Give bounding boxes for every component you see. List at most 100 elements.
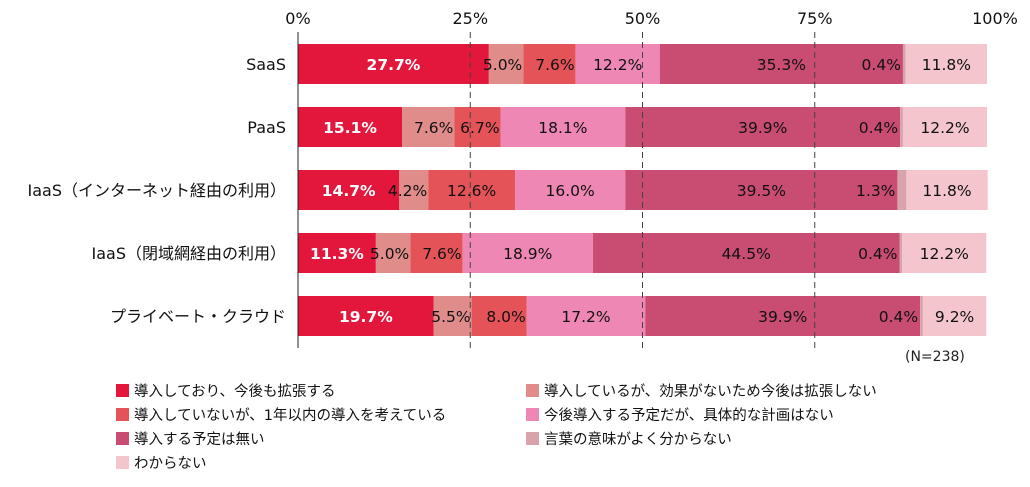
bar-segment xyxy=(902,233,987,273)
legend-item: わからない xyxy=(116,452,207,472)
data-label: 5.0% xyxy=(370,245,409,263)
legend-swatch xyxy=(116,431,129,445)
legend-item: 導入しており、今後も拡張する xyxy=(116,380,336,400)
legend-label: 導入していないが、1年以内の導入を考えている xyxy=(134,407,447,424)
legend-item: 導入しているが、効果がないため今後は拡張しない xyxy=(526,380,877,400)
bar-segment xyxy=(298,170,400,210)
bar-segment xyxy=(659,44,903,84)
bar-segment xyxy=(900,107,903,147)
data-label: 27.7% xyxy=(367,56,421,74)
data-label: 39.9% xyxy=(758,308,807,326)
sample-size-note: (N=238) xyxy=(905,349,965,365)
bar-segment xyxy=(905,44,987,84)
category-label: IaaS（閉域網経由の利用） xyxy=(92,244,287,263)
data-label: 12.2% xyxy=(920,119,969,137)
data-label: 7.6% xyxy=(422,245,461,263)
bar-segment xyxy=(922,296,987,336)
legend-swatch xyxy=(116,383,129,397)
data-label: 0.4% xyxy=(862,56,901,74)
data-label: 15.1% xyxy=(323,119,377,137)
data-label: 16.0% xyxy=(546,182,595,200)
x-tick-label: 50% xyxy=(625,9,661,28)
bar-segment xyxy=(526,296,646,336)
data-label: 5.5% xyxy=(431,308,470,326)
bar-segment xyxy=(906,170,988,210)
bar-segment xyxy=(433,296,472,336)
bar-segment xyxy=(575,44,660,84)
data-label: 12.2% xyxy=(920,245,969,263)
legend-swatch xyxy=(526,431,539,445)
category-label: PaaS xyxy=(247,118,286,137)
bar-segment xyxy=(402,107,455,147)
data-label: 4.2% xyxy=(388,182,427,200)
data-label: 39.5% xyxy=(737,182,786,200)
bar-segment xyxy=(515,170,626,210)
data-label: 19.7% xyxy=(339,308,393,326)
data-label: 0.4% xyxy=(859,119,898,137)
bar-segment xyxy=(410,233,463,273)
legend-item: 導入していないが、1年以内の導入を考えている xyxy=(116,404,446,424)
data-label: 8.0% xyxy=(486,308,525,326)
legend-swatch xyxy=(116,407,129,421)
chart-legend: 導入しており、今後も拡張する 導入しているが、効果がないため今後は拡張しない導入し… xyxy=(0,378,1030,483)
data-label: 39.9% xyxy=(738,119,787,137)
data-label: 9.2% xyxy=(935,308,974,326)
bar-segment xyxy=(454,107,501,147)
x-tick-label: 25% xyxy=(452,9,488,28)
legend-label: 導入しており、今後も拡張する xyxy=(134,383,336,400)
legend-label: わからない xyxy=(134,455,207,472)
data-label: 11.3% xyxy=(310,245,364,263)
bar-segment xyxy=(488,44,524,84)
data-label: 18.1% xyxy=(538,119,587,137)
bar-segment xyxy=(500,107,626,147)
data-label: 12.6% xyxy=(447,182,496,200)
bar-segment xyxy=(298,233,376,273)
legend-label: 今後導入する予定だが、具体的な計画はない xyxy=(544,407,834,424)
legend-label: 言葉の意味がよく分からない xyxy=(544,431,732,448)
data-label: 5.0% xyxy=(483,56,522,74)
bar-segment xyxy=(523,44,576,84)
legend-item: 言葉の意味がよく分からない xyxy=(526,428,732,448)
legend-swatch xyxy=(526,407,539,421)
bar-segment xyxy=(298,107,403,147)
bar-segment xyxy=(902,107,987,147)
category-label: IaaS（インターネット経由の利用） xyxy=(28,181,287,200)
data-label: 44.5% xyxy=(722,245,771,263)
x-tick-label: 75% xyxy=(797,9,833,28)
data-label: 11.8% xyxy=(922,182,971,200)
legend-swatch xyxy=(526,383,539,397)
bar-segment xyxy=(471,296,527,336)
data-label: 17.2% xyxy=(561,308,610,326)
data-label: 0.4% xyxy=(858,245,897,263)
legend-item: 今後導入する予定だが、具体的な計画はない xyxy=(526,404,834,424)
bar-segment xyxy=(645,296,921,336)
bar-segment xyxy=(899,233,903,273)
data-label: 18.9% xyxy=(503,245,552,263)
bar-segment xyxy=(462,233,593,273)
data-label: 6.7% xyxy=(460,119,499,137)
legend-swatch xyxy=(116,455,129,469)
data-label: 12.2% xyxy=(593,56,642,74)
x-tick-label: 100% xyxy=(972,9,1018,28)
bar-segment xyxy=(920,296,923,336)
data-label: 7.6% xyxy=(535,56,574,74)
bar-segment xyxy=(428,170,516,210)
bar-segment xyxy=(625,107,901,147)
bar-segment xyxy=(592,233,900,273)
category-label: SaaS xyxy=(246,55,286,74)
data-label: 1.3% xyxy=(856,182,895,200)
data-label: 7.6% xyxy=(414,119,453,137)
legend-item: 導入する予定は無い xyxy=(116,428,265,448)
category-label: プライベート・クラウド xyxy=(110,307,286,326)
legend-label: 導入する予定は無い xyxy=(134,431,265,448)
bar-segment xyxy=(375,233,411,273)
data-label: 35.3% xyxy=(757,56,806,74)
data-label: 14.7% xyxy=(322,182,376,200)
data-label: 0.4% xyxy=(879,308,918,326)
data-label: 11.8% xyxy=(922,56,971,74)
bar-segment xyxy=(399,170,429,210)
bar-segment xyxy=(298,44,489,84)
legend-label: 導入しているが、効果がないため今後は拡張しない xyxy=(544,383,877,400)
x-tick-label: 0% xyxy=(285,9,310,28)
